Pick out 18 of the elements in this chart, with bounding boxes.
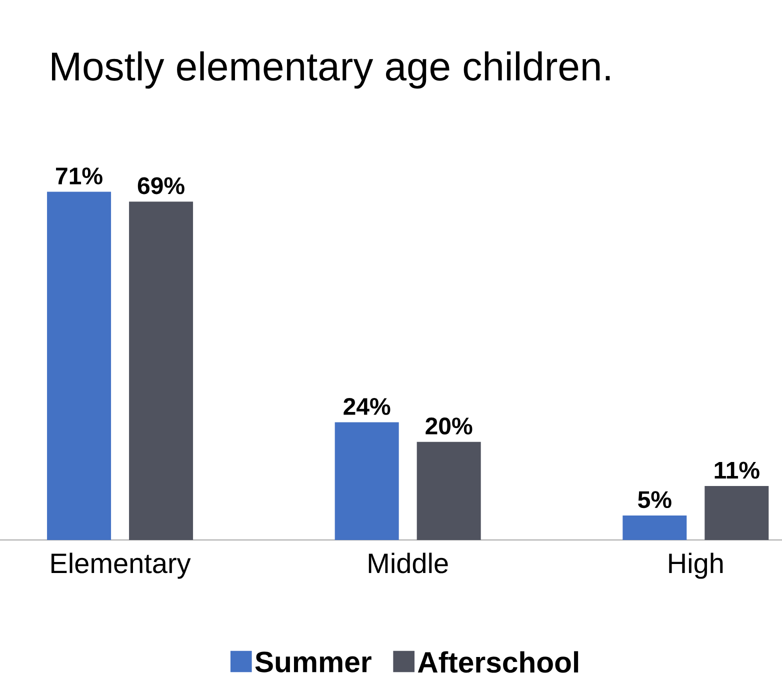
data-label: 71%	[56, 168, 102, 184]
x-tick-label: Middle	[368, 552, 448, 574]
bar	[704, 486, 769, 540]
data-label: 5%	[638, 491, 672, 508]
chart-title: Mostly elementary age children.	[52, 51, 610, 89]
legend-label: Afterschool	[418, 651, 578, 673]
data-label: 20%	[426, 418, 472, 435]
x-tick-label: Elementary	[52, 552, 191, 579]
bar	[47, 192, 112, 540]
data-label: 24%	[344, 398, 390, 415]
bar	[622, 515, 687, 540]
bar	[334, 422, 399, 540]
legend-label: Summer	[255, 652, 372, 672]
x-tick-label: High	[669, 552, 723, 579]
data-label: 69%	[138, 177, 184, 194]
bar	[416, 442, 481, 540]
data-label: 11%	[714, 462, 760, 479]
bar	[129, 202, 194, 540]
